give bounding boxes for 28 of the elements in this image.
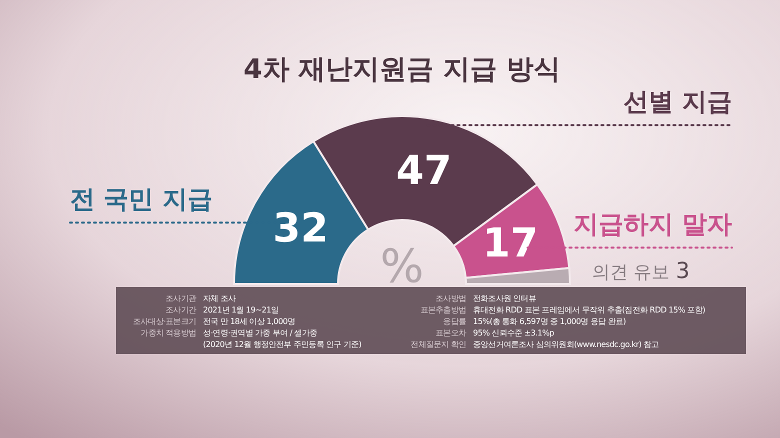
text: 조사기관 xyxy=(166,294,196,303)
slice-label: 지급하지 말자 xyxy=(573,210,732,239)
text: 응답률 xyxy=(443,317,466,326)
slice-label: 의견 유보 xyxy=(592,262,670,283)
text: 전국 만 18세 이상 1,000명 xyxy=(203,317,296,326)
text: 휴대전화 RDD 표본 프레임에서 무작위 추출(집전화 RDD 15% 포함) xyxy=(473,306,706,314)
text: 중앙선거여론조사 심의위원회(www.nesdc.go.kr) 참고 xyxy=(473,340,660,349)
data-label: 32 xyxy=(272,206,328,252)
text: 95% 신뢰수준 ±3.1%p xyxy=(473,328,554,338)
text: 가중치 적용방법 xyxy=(140,328,196,338)
text: 성·연령·권역별 가중 부여 / 셀가중 (2020년 12월 행정안전부 주민등록 인구 기준) xyxy=(203,328,362,349)
text: 표본추출방법 xyxy=(420,306,466,314)
text: 전체질문지 확인 xyxy=(410,340,466,349)
chart-title: 4차 재난지원금 지급 방식 xyxy=(244,54,560,85)
data-label: 3 xyxy=(676,259,690,284)
text: 자체 조사 xyxy=(203,294,236,303)
text: 15%(총 통화 6,597명 중 1,000명 응답 완료) xyxy=(473,317,626,326)
text: 전화조사원 인터뷰 xyxy=(473,294,536,303)
slice-label: 선별 지급 xyxy=(623,87,732,116)
text: 표본오차 xyxy=(436,328,466,338)
text: 조사대상·표본크기 xyxy=(133,317,196,326)
data-label: 47 xyxy=(396,148,452,194)
text: 조사기간 xyxy=(166,306,196,314)
data-label: 17 xyxy=(482,220,538,267)
text: 조사방법 xyxy=(436,294,466,303)
text: 2021년 1월 19~21일 xyxy=(203,306,279,314)
text: % xyxy=(380,239,424,293)
slice-label: 전 국민 지급 xyxy=(70,184,212,214)
